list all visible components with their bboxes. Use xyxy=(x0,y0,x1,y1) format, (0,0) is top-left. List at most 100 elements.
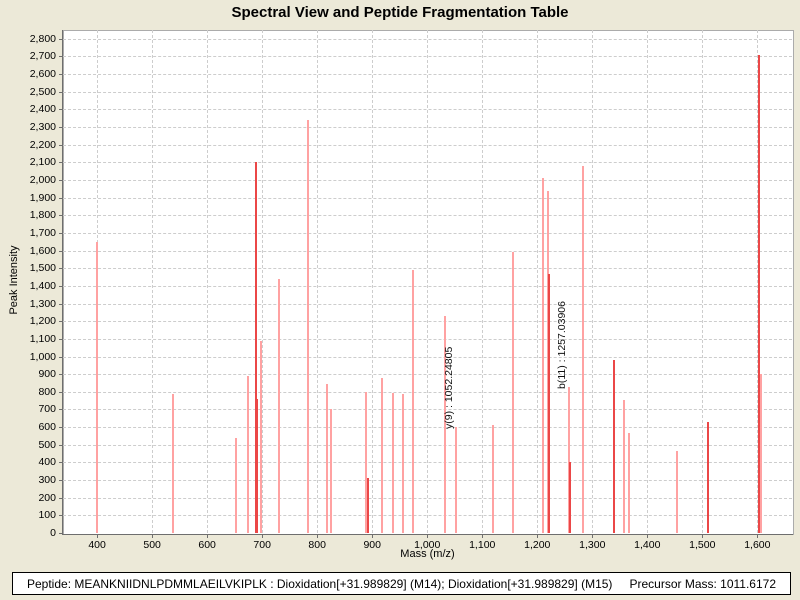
grid-line-vertical xyxy=(537,30,539,533)
grid-line-vertical xyxy=(262,30,264,533)
peak-line[interactable] xyxy=(172,393,175,533)
y-tick-mark xyxy=(59,356,63,358)
x-tick-mark xyxy=(757,534,759,538)
y-tick-mark xyxy=(59,268,63,270)
peak-annotation: y(9) : 1052.24805 xyxy=(442,346,455,430)
peak-line[interactable] xyxy=(256,398,259,533)
y-tick-mark xyxy=(59,444,63,446)
y-tick-label: 1,500 xyxy=(29,262,56,275)
peak-line[interactable] xyxy=(326,383,329,533)
y-tick-mark xyxy=(59,127,63,129)
y-tick-label: 1,900 xyxy=(29,191,56,204)
peak-line[interactable] xyxy=(676,450,678,533)
y-tick-mark xyxy=(59,180,63,182)
y-tick-mark xyxy=(59,197,63,199)
y-tick-mark xyxy=(59,533,63,534)
y-tick-label: 200 xyxy=(38,491,56,504)
x-tick-mark xyxy=(152,534,154,538)
grid-line-horizontal xyxy=(63,197,792,199)
y-tick-mark xyxy=(59,515,63,517)
peak-line[interactable] xyxy=(380,377,383,533)
grid-line-horizontal xyxy=(63,356,792,358)
x-tick-label: 1,000 xyxy=(414,539,441,551)
x-tick-mark xyxy=(207,534,209,538)
grid-line-horizontal xyxy=(63,515,792,517)
x-tick-label: 900 xyxy=(363,539,381,551)
grid-line-horizontal xyxy=(63,480,792,482)
peak-line[interactable] xyxy=(623,399,626,533)
peak-line[interactable] xyxy=(613,360,616,533)
x-tick-mark xyxy=(427,534,429,538)
peptide-info: Peptide: MEANKNIIDNLPDMMLAEILVKIPLK : Di… xyxy=(27,576,613,591)
peak-line[interactable] xyxy=(567,386,570,533)
y-axis-line xyxy=(62,30,63,534)
peak-line[interactable] xyxy=(278,278,281,533)
y-tick-label: 1,100 xyxy=(29,332,56,345)
grid-line-horizontal xyxy=(63,303,792,305)
peak-line[interactable] xyxy=(307,120,310,533)
peak-line[interactable] xyxy=(254,162,257,533)
peak-line[interactable] xyxy=(582,165,585,533)
peak-line[interactable] xyxy=(547,274,550,533)
x-tick-mark xyxy=(97,534,99,538)
peak-line[interactable] xyxy=(365,391,368,533)
peak-line[interactable] xyxy=(247,375,250,533)
peak-line[interactable] xyxy=(491,425,494,533)
y-tick-mark xyxy=(59,338,63,340)
y-tick-mark xyxy=(59,232,63,234)
peak-line[interactable] xyxy=(546,190,549,533)
y-tick-label: 1,200 xyxy=(29,315,56,328)
grid-line-horizontal xyxy=(63,38,792,40)
y-tick-mark xyxy=(59,480,63,482)
y-tick-mark xyxy=(59,427,63,429)
peak-line[interactable] xyxy=(392,392,395,533)
status-bar: Peptide: MEANKNIIDNLPDMMLAEILVKIPLK : Di… xyxy=(12,572,791,595)
grid-line-horizontal xyxy=(63,109,792,111)
x-tick-label: 600 xyxy=(198,539,216,551)
grid-line-horizontal xyxy=(63,56,792,58)
peak-line[interactable] xyxy=(760,374,763,533)
y-tick-label: 2,200 xyxy=(29,138,56,151)
chart-title: Spectral View and Peptide Fragmentation … xyxy=(231,4,569,21)
y-tick-mark xyxy=(59,374,63,376)
peak-line[interactable] xyxy=(234,437,237,533)
peak-line[interactable] xyxy=(542,178,545,533)
x-tick-label: 400 xyxy=(88,539,106,551)
y-tick-label: 100 xyxy=(38,509,56,522)
peak-line[interactable] xyxy=(454,427,457,533)
grid-line-horizontal xyxy=(63,497,792,499)
x-tick-mark xyxy=(317,534,319,538)
grid-line-vertical xyxy=(647,30,649,533)
y-tick-label: 600 xyxy=(38,421,56,434)
y-tick-label: 800 xyxy=(38,385,56,398)
peak-line[interactable] xyxy=(627,433,630,533)
grid-line-horizontal xyxy=(63,215,792,217)
y-tick-label: 2,800 xyxy=(29,32,56,45)
y-tick-label: 2,700 xyxy=(29,50,56,63)
y-tick-mark xyxy=(59,321,63,323)
peak-line[interactable] xyxy=(757,54,760,533)
grid-line-horizontal xyxy=(63,391,792,393)
y-tick-mark xyxy=(59,162,63,164)
y-tick-label: 2,400 xyxy=(29,103,56,116)
y-tick-label: 2,500 xyxy=(29,85,56,98)
x-tick-label: 1,500 xyxy=(689,539,716,551)
x-axis-line xyxy=(62,534,793,535)
y-tick-mark xyxy=(59,109,63,111)
x-tick-mark xyxy=(262,534,264,538)
plot-area[interactable] xyxy=(63,30,794,535)
peak-line[interactable] xyxy=(706,421,709,533)
x-tick-label: 500 xyxy=(143,539,161,551)
peak-line[interactable] xyxy=(411,270,414,533)
grid-line-vertical xyxy=(702,30,704,533)
peak-line[interactable] xyxy=(96,241,99,533)
y-tick-mark xyxy=(59,56,63,58)
y-tick-mark xyxy=(59,409,63,411)
peak-line[interactable] xyxy=(402,394,405,533)
peak-line[interactable] xyxy=(367,478,370,533)
peak-line[interactable] xyxy=(259,340,262,533)
peak-line[interactable] xyxy=(329,409,332,533)
peak-line[interactable] xyxy=(511,252,514,533)
peak-line[interactable] xyxy=(443,315,446,533)
peak-line[interactable] xyxy=(568,461,571,533)
